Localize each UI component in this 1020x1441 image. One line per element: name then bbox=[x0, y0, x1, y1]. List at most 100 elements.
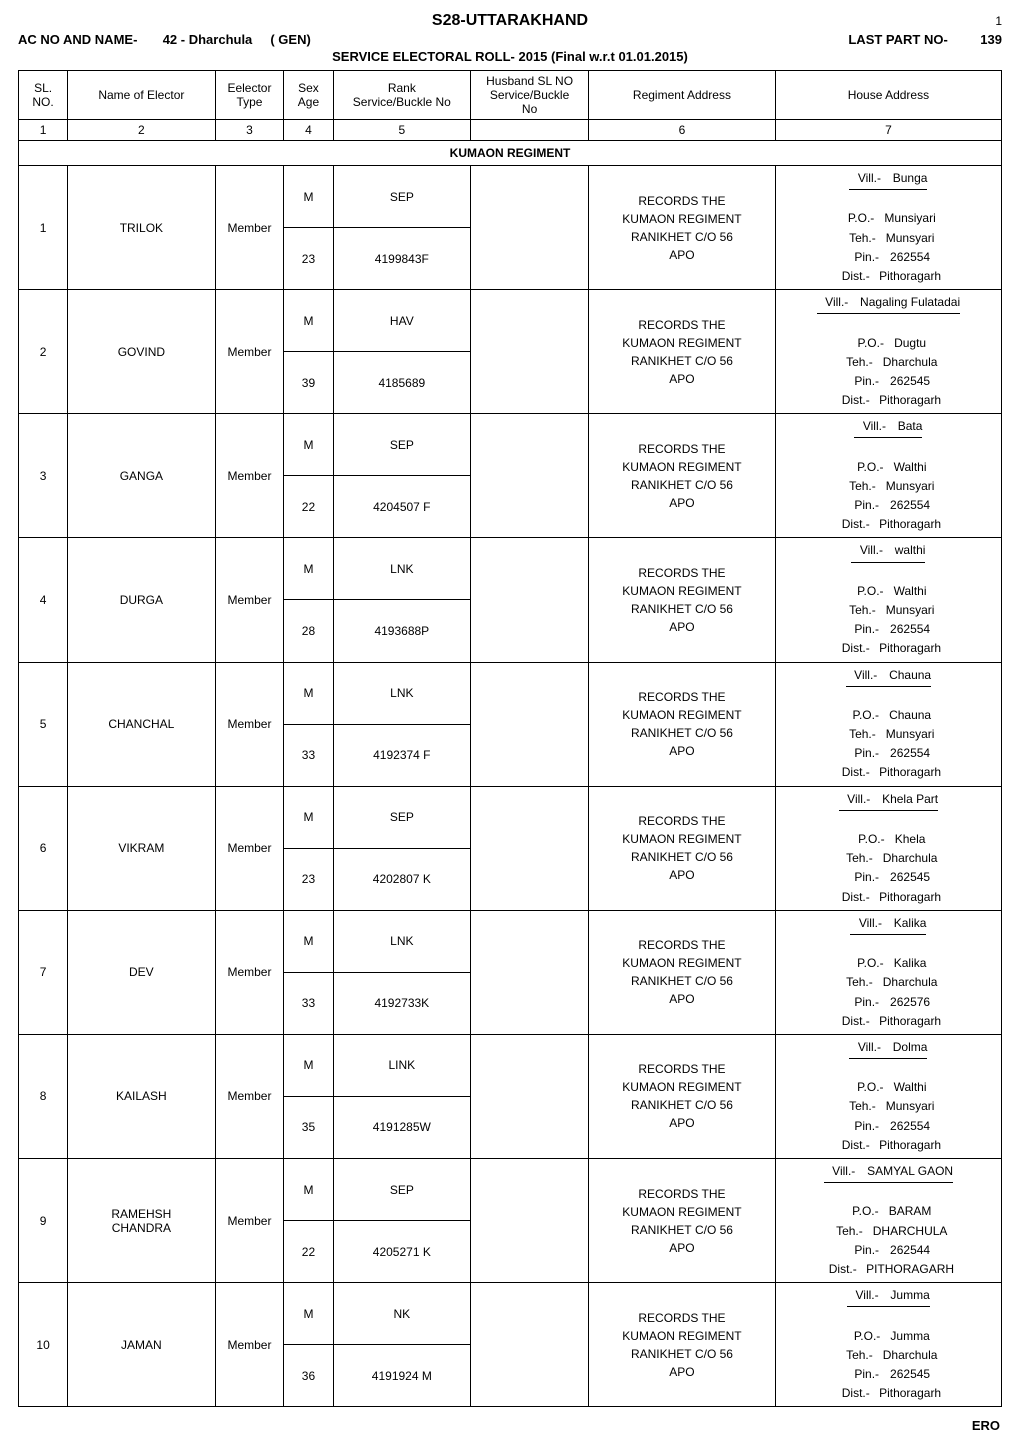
cell-regiment: RECORDS THEKUMAON REGIMENTRANIKHET C/O 5… bbox=[589, 786, 776, 910]
cell-house: Vill.- walthiP.O.- WalthiTeh.- MunsyariP… bbox=[775, 538, 1001, 662]
cell-sl: 2 bbox=[19, 290, 68, 414]
cell-buckle: 4204507 F bbox=[333, 476, 471, 538]
cell-husband bbox=[471, 1034, 589, 1158]
table-row: 4DURGAMemberMLNKRECORDS THEKUMAON REGIME… bbox=[19, 538, 1002, 600]
last-part-block: LAST PART NO- 139 bbox=[848, 32, 1002, 47]
cell-husband bbox=[471, 786, 589, 910]
cell-sl: 6 bbox=[19, 786, 68, 910]
cell-name: GANGA bbox=[68, 414, 215, 538]
cell-rank: NK bbox=[333, 1283, 471, 1345]
cell-type: Member bbox=[215, 1034, 284, 1158]
cell-house: Vill.- Khela PartP.O.- KhelaTeh.- Dharch… bbox=[775, 786, 1001, 910]
col-husband: Husband SL NO Service/Buckle No bbox=[471, 71, 589, 120]
cell-name: RAMEHSH CHANDRA bbox=[68, 1159, 215, 1283]
cell-husband bbox=[471, 166, 589, 290]
cell-age: 33 bbox=[284, 724, 333, 786]
table-head: SL. NO. Name of Elector Eelector Type Se… bbox=[19, 71, 1002, 141]
header-second-row: AC NO AND NAME- 42 - Dharchula ( GEN) LA… bbox=[18, 32, 1002, 47]
cell-buckle: 4202807 K bbox=[333, 848, 471, 910]
cell-name: KAILASH bbox=[68, 1034, 215, 1158]
cell-rank: SEP bbox=[333, 786, 471, 848]
col-idx-name: 2 bbox=[68, 120, 215, 141]
cell-sex: M bbox=[284, 414, 333, 476]
col-regiment: Regiment Address bbox=[589, 71, 776, 120]
cell-sl: 8 bbox=[19, 1034, 68, 1158]
cell-sl: 10 bbox=[19, 1283, 68, 1407]
regiment-heading: KUMAON REGIMENT bbox=[19, 141, 1002, 166]
electoral-roll-table: SL. NO. Name of Elector Eelector Type Se… bbox=[18, 70, 1002, 1407]
state-title: S28-UTTARAKHAND bbox=[78, 12, 942, 30]
cell-sex: M bbox=[284, 166, 333, 228]
cell-regiment: RECORDS THEKUMAON REGIMENTRANIKHET C/O 5… bbox=[589, 538, 776, 662]
page: S28-UTTARAKHAND 1 AC NO AND NAME- 42 - D… bbox=[0, 0, 1020, 1441]
table-row: 2GOVINDMemberMHAVRECORDS THEKUMAON REGIM… bbox=[19, 290, 1002, 352]
cell-buckle: 4191285W bbox=[333, 1096, 471, 1158]
ac-no-block: AC NO AND NAME- 42 - Dharchula ( GEN) bbox=[18, 32, 311, 47]
cell-type: Member bbox=[215, 910, 284, 1034]
ac-no-gen: ( GEN) bbox=[270, 32, 310, 47]
cell-name: TRILOK bbox=[68, 166, 215, 290]
col-idx-type: 3 bbox=[215, 120, 284, 141]
cell-sex: M bbox=[284, 1034, 333, 1096]
cell-buckle: 4191924 M bbox=[333, 1345, 471, 1407]
cell-regiment: RECORDS THEKUMAON REGIMENTRANIKHET C/O 5… bbox=[589, 910, 776, 1034]
cell-rank: LNK bbox=[333, 662, 471, 724]
cell-house: Vill.- JummaP.O.- JummaTeh.- DharchulaPi… bbox=[775, 1283, 1001, 1407]
cell-rank: LINK bbox=[333, 1034, 471, 1096]
cell-type: Member bbox=[215, 662, 284, 786]
cell-regiment: RECORDS THEKUMAON REGIMENTRANIKHET C/O 5… bbox=[589, 1283, 776, 1407]
cell-house: Vill.- KalikaP.O.- KalikaTeh.- Dharchula… bbox=[775, 910, 1001, 1034]
cell-house: Vill.- SAMYAL GAONP.O.- BARAMTeh.- DHARC… bbox=[775, 1159, 1001, 1283]
cell-sex: M bbox=[284, 910, 333, 972]
col-house: House Address bbox=[775, 71, 1001, 120]
cell-sl: 4 bbox=[19, 538, 68, 662]
table-row: 1TRILOKMemberMSEPRECORDS THEKUMAON REGIM… bbox=[19, 166, 1002, 228]
cell-name: DURGA bbox=[68, 538, 215, 662]
cell-husband bbox=[471, 1159, 589, 1283]
cell-sex: M bbox=[284, 538, 333, 600]
service-roll-title: SERVICE ELECTORAL ROLL- 2015 (Final w.r.… bbox=[18, 49, 1002, 64]
cell-rank: LNK bbox=[333, 538, 471, 600]
cell-type: Member bbox=[215, 1159, 284, 1283]
col-idx-sl: 1 bbox=[19, 120, 68, 141]
cell-buckle: 4193688P bbox=[333, 600, 471, 662]
cell-regiment: RECORDS THEKUMAON REGIMENTRANIKHET C/O 5… bbox=[589, 662, 776, 786]
last-part-value: 139 bbox=[980, 32, 1002, 47]
cell-age: 22 bbox=[284, 476, 333, 538]
cell-name: GOVIND bbox=[68, 290, 215, 414]
cell-name: CHANCHAL bbox=[68, 662, 215, 786]
cell-rank: SEP bbox=[333, 166, 471, 228]
cell-regiment: RECORDS THEKUMAON REGIMENTRANIKHET C/O 5… bbox=[589, 290, 776, 414]
col-type: Eelector Type bbox=[215, 71, 284, 120]
col-idx-husband bbox=[471, 120, 589, 141]
col-name: Name of Elector bbox=[68, 71, 215, 120]
table-row: 8KAILASHMemberMLINKRECORDS THEKUMAON REG… bbox=[19, 1034, 1002, 1096]
cell-sl: 7 bbox=[19, 910, 68, 1034]
table-row: 7DEVMemberMLNKRECORDS THEKUMAON REGIMENT… bbox=[19, 910, 1002, 972]
cell-type: Member bbox=[215, 538, 284, 662]
cell-husband bbox=[471, 290, 589, 414]
cell-sex: M bbox=[284, 1283, 333, 1345]
col-idx-sex: 4 bbox=[284, 120, 333, 141]
cell-name: JAMAN bbox=[68, 1283, 215, 1407]
table-row: 6VIKRAMMemberMSEPRECORDS THEKUMAON REGIM… bbox=[19, 786, 1002, 848]
cell-rank: SEP bbox=[333, 414, 471, 476]
cell-sl: 3 bbox=[19, 414, 68, 538]
cell-house: Vill.- BataP.O.- WalthiTeh.- MunsyariPin… bbox=[775, 414, 1001, 538]
cell-sl: 1 bbox=[19, 166, 68, 290]
cell-type: Member bbox=[215, 166, 284, 290]
cell-age: 23 bbox=[284, 228, 333, 290]
cell-husband bbox=[471, 910, 589, 1034]
cell-rank: LNK bbox=[333, 910, 471, 972]
cell-rank: HAV bbox=[333, 290, 471, 352]
cell-age: 28 bbox=[284, 600, 333, 662]
cell-house: Vill.- ChaunaP.O.- ChaunaTeh.- MunsyariP… bbox=[775, 662, 1001, 786]
col-sl: SL. NO. bbox=[19, 71, 68, 120]
last-part-label: LAST PART NO- bbox=[848, 32, 947, 47]
cell-name: DEV bbox=[68, 910, 215, 1034]
cell-age: 23 bbox=[284, 848, 333, 910]
cell-husband bbox=[471, 662, 589, 786]
cell-regiment: RECORDS THEKUMAON REGIMENTRANIKHET C/O 5… bbox=[589, 1034, 776, 1158]
cell-house: Vill.- Nagaling FulatadaiP.O.- DugtuTeh.… bbox=[775, 290, 1001, 414]
cell-regiment: RECORDS THEKUMAON REGIMENTRANIKHET C/O 5… bbox=[589, 1159, 776, 1283]
